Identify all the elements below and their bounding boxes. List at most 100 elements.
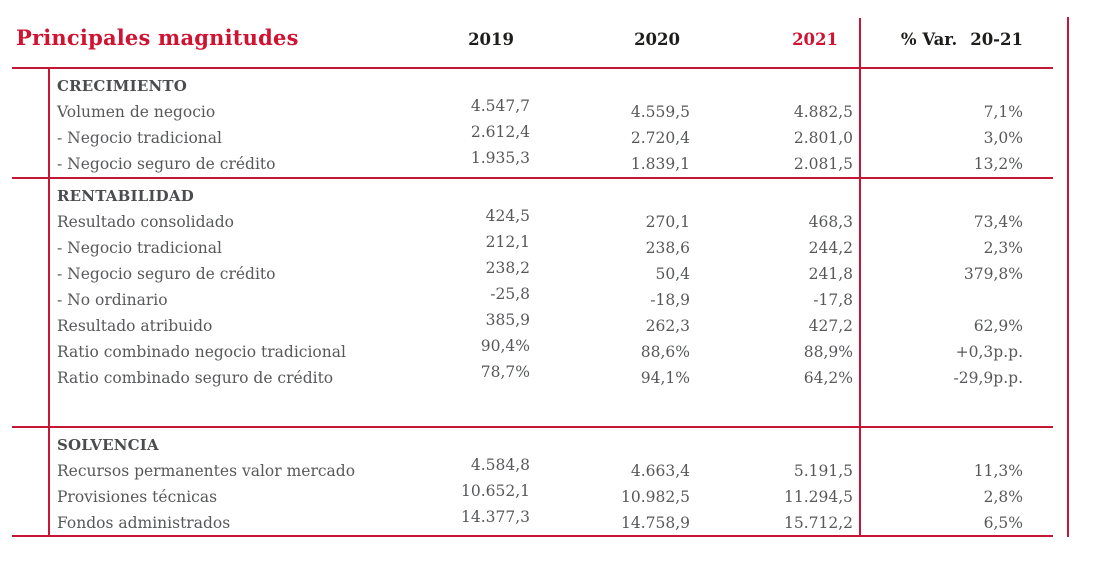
value-2019: 424,5 <box>485 207 530 225</box>
section-rentabilidad: RENTABILIDAD Resultado consolidado 424,5… <box>57 178 1023 427</box>
rule-after-crecimiento <box>12 177 1053 179</box>
value-variation: 3,0% <box>983 129 1023 147</box>
value-2021: 241,8 <box>808 265 853 283</box>
section-header: SOLVENCIA <box>57 436 159 454</box>
value-2019: 385,9 <box>485 311 530 329</box>
value-2021: 5.191,5 <box>793 462 853 480</box>
value-2020: 4.559,5 <box>630 103 690 121</box>
row-label: - Negocio seguro de crédito <box>57 155 276 173</box>
column-header-2020: 2020 <box>634 30 680 49</box>
value-variation: 6,5% <box>983 514 1023 532</box>
rule-top <box>12 67 1053 69</box>
rule-vertical-left <box>48 68 50 537</box>
row-label: - Negocio seguro de crédito <box>57 265 276 283</box>
row-label: - No ordinario <box>57 291 168 309</box>
value-2021: 88,9% <box>803 343 853 361</box>
row-label: - Negocio tradicional <box>57 129 222 147</box>
value-2019: 2.612,4 <box>470 123 530 141</box>
value-variation: 62,9% <box>973 317 1023 335</box>
value-2021: 427,2 <box>808 317 853 335</box>
variation-label: % Var. <box>900 30 958 49</box>
row-label: Recursos permanentes valor mercado <box>57 462 356 480</box>
value-2019: 1.935,3 <box>470 149 530 167</box>
table-row: - Negocio seguro de crédito 1.935,3 1.83… <box>57 149 1023 177</box>
table-row: Volumen de negocio 4.547,7 4.559,5 4.882… <box>57 97 1023 125</box>
value-2020: 270,1 <box>645 213 690 231</box>
table-row: - No ordinario -25,8 -18,9 -17,8 <box>57 285 1023 313</box>
label-column-header <box>57 29 337 51</box>
value-2020: -18,9 <box>650 291 690 309</box>
value-2020: 94,1% <box>640 369 690 387</box>
column-header-row: 2019 2020 2021 % Var. 20-21 <box>57 29 1023 51</box>
value-2021: -17,8 <box>813 291 853 309</box>
rule-bottom <box>12 535 1053 537</box>
page-title: Principales magnitudes <box>16 25 299 50</box>
row-label: - Negocio tradicional <box>57 239 222 257</box>
value-variation: +0,3p.p. <box>955 343 1023 361</box>
value-2020: 4.663,4 <box>630 462 690 480</box>
value-variation: -29,9p.p. <box>953 369 1023 387</box>
value-2021: 244,2 <box>808 239 853 257</box>
rule-after-rentabilidad <box>12 426 1053 428</box>
row-label: Provisiones técnicas <box>57 488 218 506</box>
value-2020: 50,4 <box>655 265 690 283</box>
row-label: Resultado atribuido <box>57 317 213 335</box>
value-2021: 2.081,5 <box>793 155 853 173</box>
table-row: - Negocio tradicional 212,1 238,6 244,2 … <box>57 233 1023 261</box>
value-2021: 4.882,5 <box>793 103 853 121</box>
table-row: Resultado atribuido 385,9 262,3 427,2 62… <box>57 311 1023 339</box>
row-label: Resultado consolidado <box>57 213 235 231</box>
row-label: Volumen de negocio <box>57 103 216 121</box>
table-body: CRECIMIENTO Volumen de negocio 4.547,7 4… <box>57 68 1023 536</box>
row-label: Ratio combinado negocio tradicional <box>57 343 346 361</box>
value-2021: 64,2% <box>803 369 853 387</box>
value-2019: 4.547,7 <box>470 97 530 115</box>
value-2021: 2.801,0 <box>793 129 853 147</box>
value-2021: 11.294,5 <box>783 488 853 506</box>
row-label: Ratio combinado seguro de crédito <box>57 369 334 387</box>
column-header-2019: 2019 <box>468 30 514 49</box>
table-row: - Negocio tradicional 2.612,4 2.720,4 2.… <box>57 123 1023 151</box>
rule-vertical-right <box>1067 17 1069 537</box>
value-variation: 2,8% <box>983 488 1023 506</box>
table-row: Provisiones técnicas 10.652,1 10.982,5 1… <box>57 482 1023 510</box>
value-2019: 238,2 <box>485 259 530 277</box>
value-2020: 262,3 <box>645 317 690 335</box>
column-header-2021: 2021 <box>792 30 838 49</box>
row-label: Fondos administrados <box>57 514 231 532</box>
rule-vertical-before-variation <box>859 18 861 537</box>
value-2021: 468,3 <box>808 213 853 231</box>
variation-range: 20-21 <box>970 30 1023 49</box>
value-2019: 90,4% <box>480 337 530 355</box>
value-2020: 88,6% <box>640 343 690 361</box>
table-row: Resultado consolidado 424,5 270,1 468,3 … <box>57 207 1023 235</box>
value-2019: 4.584,8 <box>470 456 530 474</box>
value-2020: 1.839,1 <box>630 155 690 173</box>
value-2019: 78,7% <box>480 363 530 381</box>
value-variation: 2,3% <box>983 239 1023 257</box>
value-2020: 2.720,4 <box>630 129 690 147</box>
table-row: Ratio combinado seguro de crédito 78,7% … <box>57 363 1023 391</box>
column-header-variation: % Var. 20-21 <box>853 29 1023 51</box>
table-row: Ratio combinado negocio tradicional 90,4… <box>57 337 1023 365</box>
section-header: RENTABILIDAD <box>57 187 194 205</box>
value-variation: 379,8% <box>963 265 1023 283</box>
value-variation: 13,2% <box>973 155 1023 173</box>
value-2019: -25,8 <box>490 285 530 303</box>
section-header: CRECIMIENTO <box>57 77 187 95</box>
value-2019: 10.652,1 <box>460 482 530 500</box>
section-crecimiento: CRECIMIENTO Volumen de negocio 4.547,7 4… <box>57 68 1023 178</box>
value-variation <box>853 287 1023 313</box>
table-row: Fondos administrados 14.377,3 14.758,9 1… <box>57 508 1023 536</box>
value-2020: 238,6 <box>645 239 690 257</box>
value-2020: 14.758,9 <box>620 514 690 532</box>
table-row: - Negocio seguro de crédito 238,2 50,4 2… <box>57 259 1023 287</box>
value-2020: 10.982,5 <box>620 488 690 506</box>
value-2019: 14.377,3 <box>460 508 530 526</box>
section-solvencia: SOLVENCIA Recursos permanentes valor mer… <box>57 427 1023 536</box>
value-variation: 73,4% <box>973 213 1023 231</box>
table-row: Recursos permanentes valor mercado 4.584… <box>57 456 1023 484</box>
value-variation: 7,1% <box>983 103 1023 121</box>
value-2019: 212,1 <box>485 233 530 251</box>
